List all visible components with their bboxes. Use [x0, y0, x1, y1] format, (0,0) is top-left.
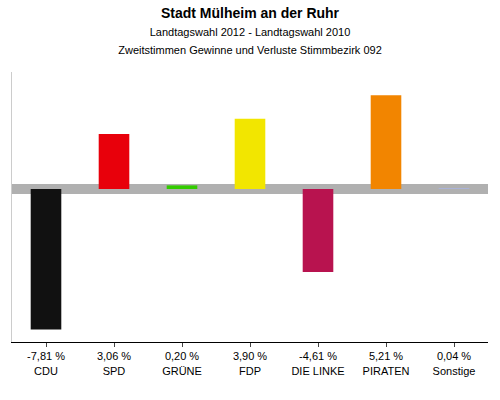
svg-text:Stadt Mülheim an der RuhrLandt: Stadt Mülheim an der RuhrLandtagswahl 20…	[118, 5, 382, 56]
svg-text:0,04 %Sonstige: 0,04 %Sonstige	[433, 350, 476, 376]
svg-text:3,90 %FDP: 3,90 %FDP	[233, 350, 267, 376]
svg-text:-7,81 %CDU: -7,81 %CDU	[27, 350, 65, 376]
svg-text:0,20 %GRÜNE: 0,20 %GRÜNE	[162, 350, 202, 376]
svg-text:3,06 %SPD: 3,06 %SPD	[97, 350, 131, 376]
svg-text:-4,61 %DIE LINKE: -4,61 %DIE LINKE	[291, 350, 344, 376]
svg-text:5,21 %PIRATEN: 5,21 %PIRATEN	[363, 350, 410, 376]
